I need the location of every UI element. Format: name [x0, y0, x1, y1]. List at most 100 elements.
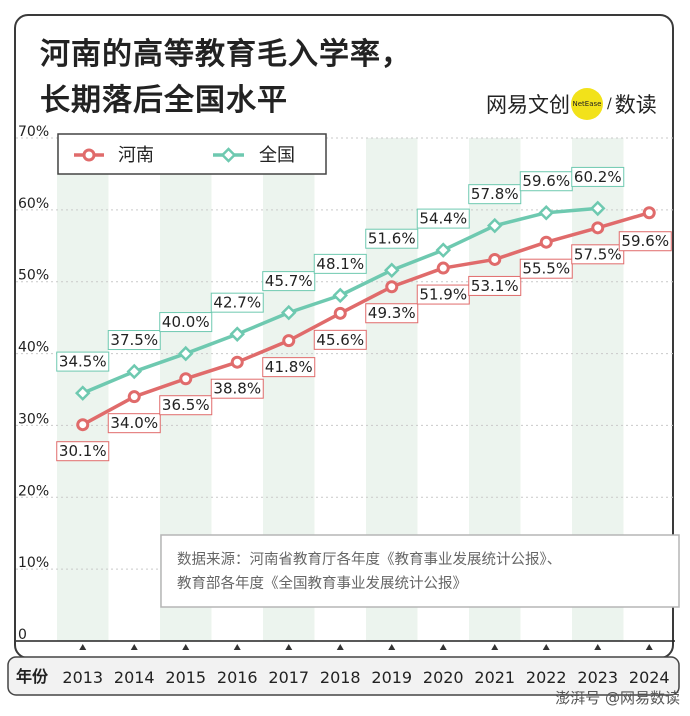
data-label-box: [210, 292, 264, 313]
y-tick-label: 60%: [18, 196, 49, 212]
x-tick-marker: [79, 644, 87, 650]
x-tick-marker: [491, 644, 499, 650]
x-tick-marker: [439, 644, 447, 650]
y-tick-label: 0: [18, 627, 27, 643]
data-point-henan: [230, 355, 244, 369]
data-point-henan: [76, 418, 90, 432]
data-point-national: [435, 242, 452, 258]
data-point-national: [589, 200, 606, 217]
data-point-henan: [642, 206, 656, 220]
x-tick-label: 2020: [423, 668, 464, 687]
x-tick-marker: [182, 644, 190, 650]
data-label-box: [618, 231, 672, 252]
data-label-henan: 49.3%: [365, 303, 419, 324]
data-label-national: 48.1%: [313, 253, 367, 274]
logo-text-2: 数读: [614, 93, 657, 117]
data-label-national: 34.5%: [56, 351, 110, 372]
data-label-box: [107, 413, 161, 434]
x-tick-marker: [233, 644, 241, 650]
x-tick-marker: [285, 644, 293, 650]
data-label-text: 51.6%: [368, 230, 416, 248]
data-label-national: 51.6%: [365, 228, 419, 249]
brand-logo: 网易文创 NetEase / 数读: [486, 86, 657, 122]
logo-slash: /: [607, 96, 612, 112]
data-label-box: [313, 329, 367, 350]
data-label-text: 34.5%: [59, 353, 107, 371]
data-label-henan: 30.1%: [56, 441, 110, 462]
data-point-national: [74, 385, 91, 401]
data-label-text: 55.5%: [522, 260, 570, 278]
x-tick-marker: [542, 644, 550, 650]
data-point-national: [177, 345, 194, 362]
data-label-text: 38.8%: [213, 380, 261, 398]
data-point-henan: [539, 235, 553, 249]
data-point-henan: [591, 221, 605, 235]
source-line: 数据来源：河南省教育厅各年度《教育事业发展统计公报》、: [177, 551, 561, 568]
data-label-box: [159, 395, 213, 416]
data-label-box: [365, 303, 419, 324]
data-point-henan: [282, 334, 296, 348]
data-label-box: [262, 271, 316, 292]
data-label-box: [262, 357, 316, 378]
data-label-text: 36.5%: [162, 396, 210, 414]
data-label-text: 45.6%: [316, 331, 364, 349]
x-axis-title: 年份: [16, 667, 49, 686]
chart-title: 河南的高等教育毛入学率， 长期落后全国水平: [40, 32, 412, 124]
data-label-box: [159, 312, 213, 333]
data-label-henan: 45.6%: [313, 329, 367, 350]
data-label-text: 40.0%: [162, 313, 210, 331]
x-tick-label: 2024: [629, 668, 670, 687]
data-point-national: [229, 326, 246, 342]
x-tick-marker: [594, 644, 602, 650]
data-label-national: 59.6%: [519, 171, 573, 192]
legend-label-national: 全国: [259, 145, 295, 166]
x-tick-label: 2023: [577, 668, 618, 687]
data-point-henan: [385, 280, 399, 294]
x-tick-label: 2017: [268, 668, 309, 687]
data-label-box: [416, 208, 470, 229]
y-tick-label: 20%: [18, 483, 49, 499]
data-label-box: [313, 253, 367, 274]
data-point-national: [383, 262, 400, 278]
x-tick-label: 2013: [62, 668, 103, 687]
data-label-national: 37.5%: [107, 330, 161, 351]
y-tick-label: 50%: [18, 268, 49, 284]
x-tick-label: 2015: [165, 668, 206, 687]
y-tick-label: 70%: [18, 124, 49, 140]
data-label-henan: 34.0%: [107, 413, 161, 434]
data-label-henan: 59.6%: [618, 231, 672, 252]
title-line-2: 长期落后全国水平: [40, 83, 288, 118]
data-label-box: [56, 441, 110, 462]
x-tick-label: 2014: [114, 668, 155, 687]
data-label-national: 54.4%: [416, 208, 470, 229]
data-label-henan: 53.1%: [468, 275, 522, 296]
logo-badge: NetEase: [571, 88, 603, 120]
data-label-national: 45.7%: [262, 271, 316, 292]
x-axis-bar: [7, 656, 680, 696]
data-point-henan: [127, 390, 141, 404]
data-point-henan: [333, 306, 347, 320]
data-label-text: 57.5%: [574, 245, 622, 263]
data-label-box: [107, 330, 161, 351]
title-line-1: 河南的高等教育毛入学率，: [40, 37, 412, 72]
legend-marker-henan: [82, 148, 96, 162]
data-label-box: [468, 184, 522, 205]
legend: 河南 全国: [57, 133, 327, 175]
data-label-henan: 38.8%: [210, 378, 264, 399]
data-label-text: 42.7%: [213, 294, 261, 312]
data-label-box: [365, 228, 419, 249]
x-tick-label: 2018: [320, 668, 361, 687]
data-label-henan: 55.5%: [519, 258, 573, 279]
x-tick-label: 2016: [217, 668, 258, 687]
x-tick-label: 2021: [474, 668, 515, 687]
data-label-text: 49.3%: [368, 304, 416, 322]
data-point-henan: [436, 261, 450, 275]
data-point-national: [332, 287, 349, 304]
data-label-text: 57.8%: [471, 185, 519, 203]
source-box: [160, 534, 680, 608]
data-label-box: [468, 275, 522, 296]
data-label-box: [519, 258, 573, 279]
x-tick-marker: [130, 644, 138, 650]
data-label-henan: 57.5%: [571, 244, 625, 265]
